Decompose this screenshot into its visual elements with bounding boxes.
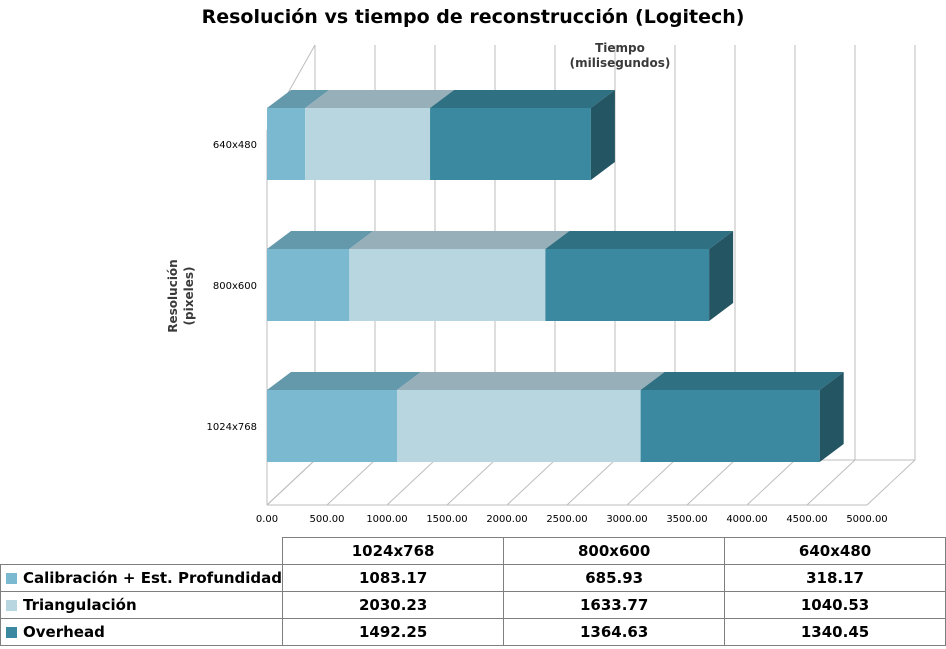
table-header-row: 1024x768 800x600 640x480: [0, 537, 946, 565]
legend-swatch: [6, 600, 17, 611]
table-cell: 2030.23: [282, 591, 505, 619]
bar-top-face: [267, 231, 374, 249]
tick-labels: 0.00 500.00 1000.00 1500.00 2000.00 2500.00 30…: [207, 140, 888, 525]
table-header-cell: 640x480: [724, 537, 946, 565]
legend-entry-calibracion: Calibración + Est. Profundidad: [0, 564, 284, 592]
bar-segment: [267, 390, 397, 462]
chart-title: Resolución vs tiempo de reconstrucción (…: [201, 6, 745, 28]
bar-top-face: [396, 372, 665, 390]
bar-side-face: [590, 90, 615, 180]
floor-gridline: [266, 459, 316, 506]
y-tick-label: 640x480: [213, 140, 257, 151]
chart-plot: 0.00 500.00 1000.00 1500.00 2000.00 2500.00 30…: [166, 41, 916, 525]
x-axis-title-line2: (milisegundos): [570, 56, 671, 70]
bar-side-face: [709, 231, 734, 321]
y-axis-title-line1: Resolución: [166, 259, 180, 332]
table-cell: 1340.45: [724, 618, 946, 646]
bar-top-face: [349, 231, 570, 249]
table-header-cell: 1024x768: [282, 537, 505, 565]
table-cell: 1083.17: [282, 564, 505, 592]
bars: [267, 90, 844, 462]
x-axis-title-line1: Tiempo: [595, 41, 645, 55]
bar-top-face: [545, 231, 734, 249]
x-tick-label: 500.00: [310, 514, 345, 525]
bar-top-face: [430, 90, 615, 108]
x-tick-label: 1500.00: [426, 514, 467, 525]
table-cell: 1364.63: [503, 618, 726, 646]
x-tick-label: 5000.00: [846, 514, 887, 525]
bar-segment: [267, 249, 350, 321]
bar-segment: [430, 108, 591, 180]
y-tick-label: 1024x768: [207, 422, 257, 433]
legend-swatch: [6, 627, 17, 638]
bar-top-face: [640, 372, 844, 390]
bar-segment: [640, 390, 820, 462]
x-tick-label: 0.00: [256, 514, 278, 525]
x-tick-label: 1000.00: [366, 514, 407, 525]
table-row: Triangulación 2030.23 1633.77 1040.53: [0, 591, 946, 619]
bar-top-face: [267, 90, 330, 108]
floor-gridline: [446, 459, 496, 506]
table-row: Overhead 1492.25 1364.63 1340.45: [0, 618, 946, 646]
floor-gridline: [506, 459, 556, 506]
x-tick-label: 3500.00: [666, 514, 707, 525]
x-tick-label: 4500.00: [786, 514, 827, 525]
legend-entry-overhead: Overhead: [0, 618, 284, 646]
x-tick-label: 2000.00: [486, 514, 527, 525]
legend-swatch: [6, 573, 17, 584]
legend-label: Overhead: [23, 623, 105, 641]
data-table: 1024x768 800x600 640x480 Calibración + E…: [0, 537, 946, 646]
table-cell: 1492.25: [282, 618, 505, 646]
table-cell: 1040.53: [724, 591, 946, 619]
floor-gridline: [386, 459, 436, 506]
bar-top-face: [305, 90, 455, 108]
floor-gridline: [806, 459, 856, 506]
legend-label: Calibración + Est. Profundidad: [23, 569, 283, 587]
bar-segment: [267, 108, 306, 180]
bar-segment: [396, 390, 641, 462]
bar-side-face: [819, 372, 844, 462]
floor-gridline: [326, 459, 376, 506]
x-tick-label: 4000.00: [726, 514, 767, 525]
legend-entry-triangulacion: Triangulación: [0, 591, 284, 619]
x-tick-label: 2500.00: [546, 514, 587, 525]
y-axis-title-line2: (pixeles): [182, 267, 196, 326]
table-corner: [0, 537, 284, 565]
table-cell: 685.93: [503, 564, 726, 592]
x-tick-label: 3000.00: [606, 514, 647, 525]
table-row: Calibración + Est. Profundidad 1083.17 6…: [0, 564, 946, 592]
floor-gridline: [626, 459, 676, 506]
bar-segment: [349, 249, 546, 321]
y-tick-label: 800x600: [213, 281, 257, 292]
floor-gridline: [866, 459, 916, 506]
floor-gridline: [746, 459, 796, 506]
table-cell: 1633.77: [503, 591, 726, 619]
bar-segment: [305, 108, 431, 180]
floor-gridline: [686, 459, 736, 506]
legend-label: Triangulación: [23, 596, 137, 614]
bar-segment: [545, 249, 710, 321]
bar-top-face: [267, 372, 421, 390]
table-header-cell: 800x600: [503, 537, 726, 565]
floor-gridline: [566, 459, 616, 506]
table-cell: 318.17: [724, 564, 946, 592]
